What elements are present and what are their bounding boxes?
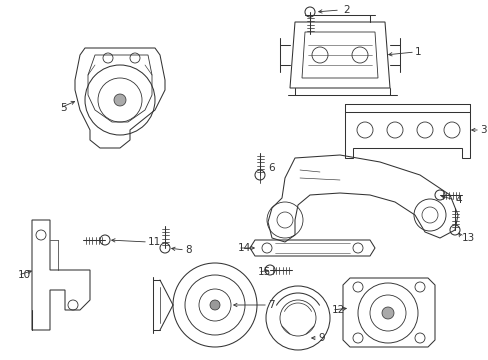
Text: 4: 4 — [454, 195, 461, 205]
Text: 14: 14 — [238, 243, 251, 253]
Text: 12: 12 — [331, 305, 345, 315]
Text: 6: 6 — [267, 163, 274, 173]
Text: 15: 15 — [258, 267, 271, 277]
Circle shape — [209, 300, 220, 310]
Text: 1: 1 — [414, 47, 421, 57]
Text: 13: 13 — [461, 233, 474, 243]
Text: 8: 8 — [184, 245, 191, 255]
Text: 11: 11 — [148, 237, 161, 247]
Text: 10: 10 — [18, 270, 31, 280]
Text: 5: 5 — [60, 103, 66, 113]
Circle shape — [381, 307, 393, 319]
Text: 7: 7 — [267, 300, 274, 310]
Text: 9: 9 — [317, 333, 324, 343]
Text: 3: 3 — [479, 125, 486, 135]
Text: 2: 2 — [342, 5, 349, 15]
Circle shape — [114, 94, 126, 106]
